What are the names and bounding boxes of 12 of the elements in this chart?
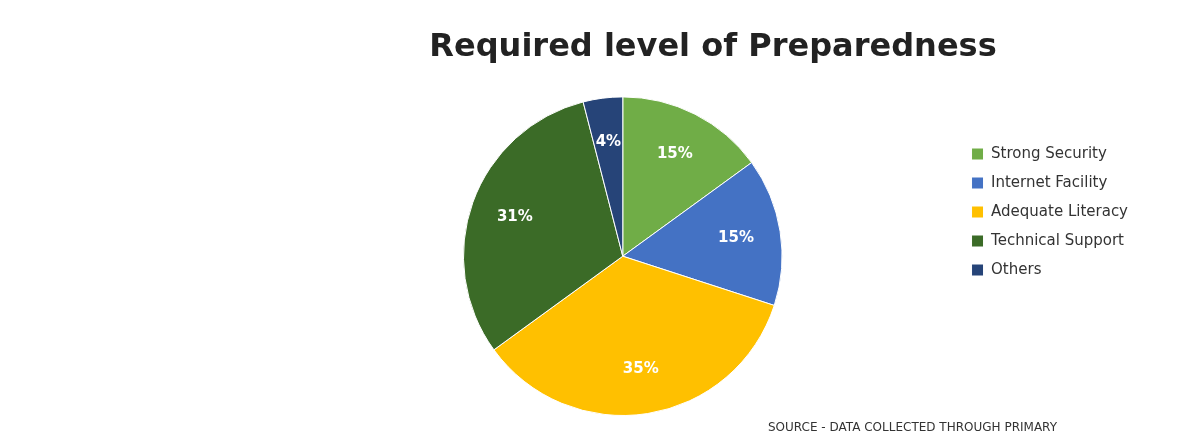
legend-label: Technical Support [990, 230, 1125, 249]
data-label: 35% [622, 359, 659, 378]
data-label: 31% [496, 207, 533, 226]
source-note: SOURCE - DATA COLLECTED THROUGH PRIMARY [768, 420, 1058, 435]
legend-label: Others [991, 259, 1042, 278]
legend-label: Strong Security [991, 143, 1107, 162]
data-label: 4% [595, 132, 622, 151]
legend-label: Adequate Literacy [991, 201, 1129, 220]
legend-label: Internet Facility [991, 172, 1108, 191]
data-label: 15% [656, 143, 693, 162]
chart-title: Required level of Preparedness [429, 25, 997, 64]
data-label: 15% [718, 228, 755, 247]
